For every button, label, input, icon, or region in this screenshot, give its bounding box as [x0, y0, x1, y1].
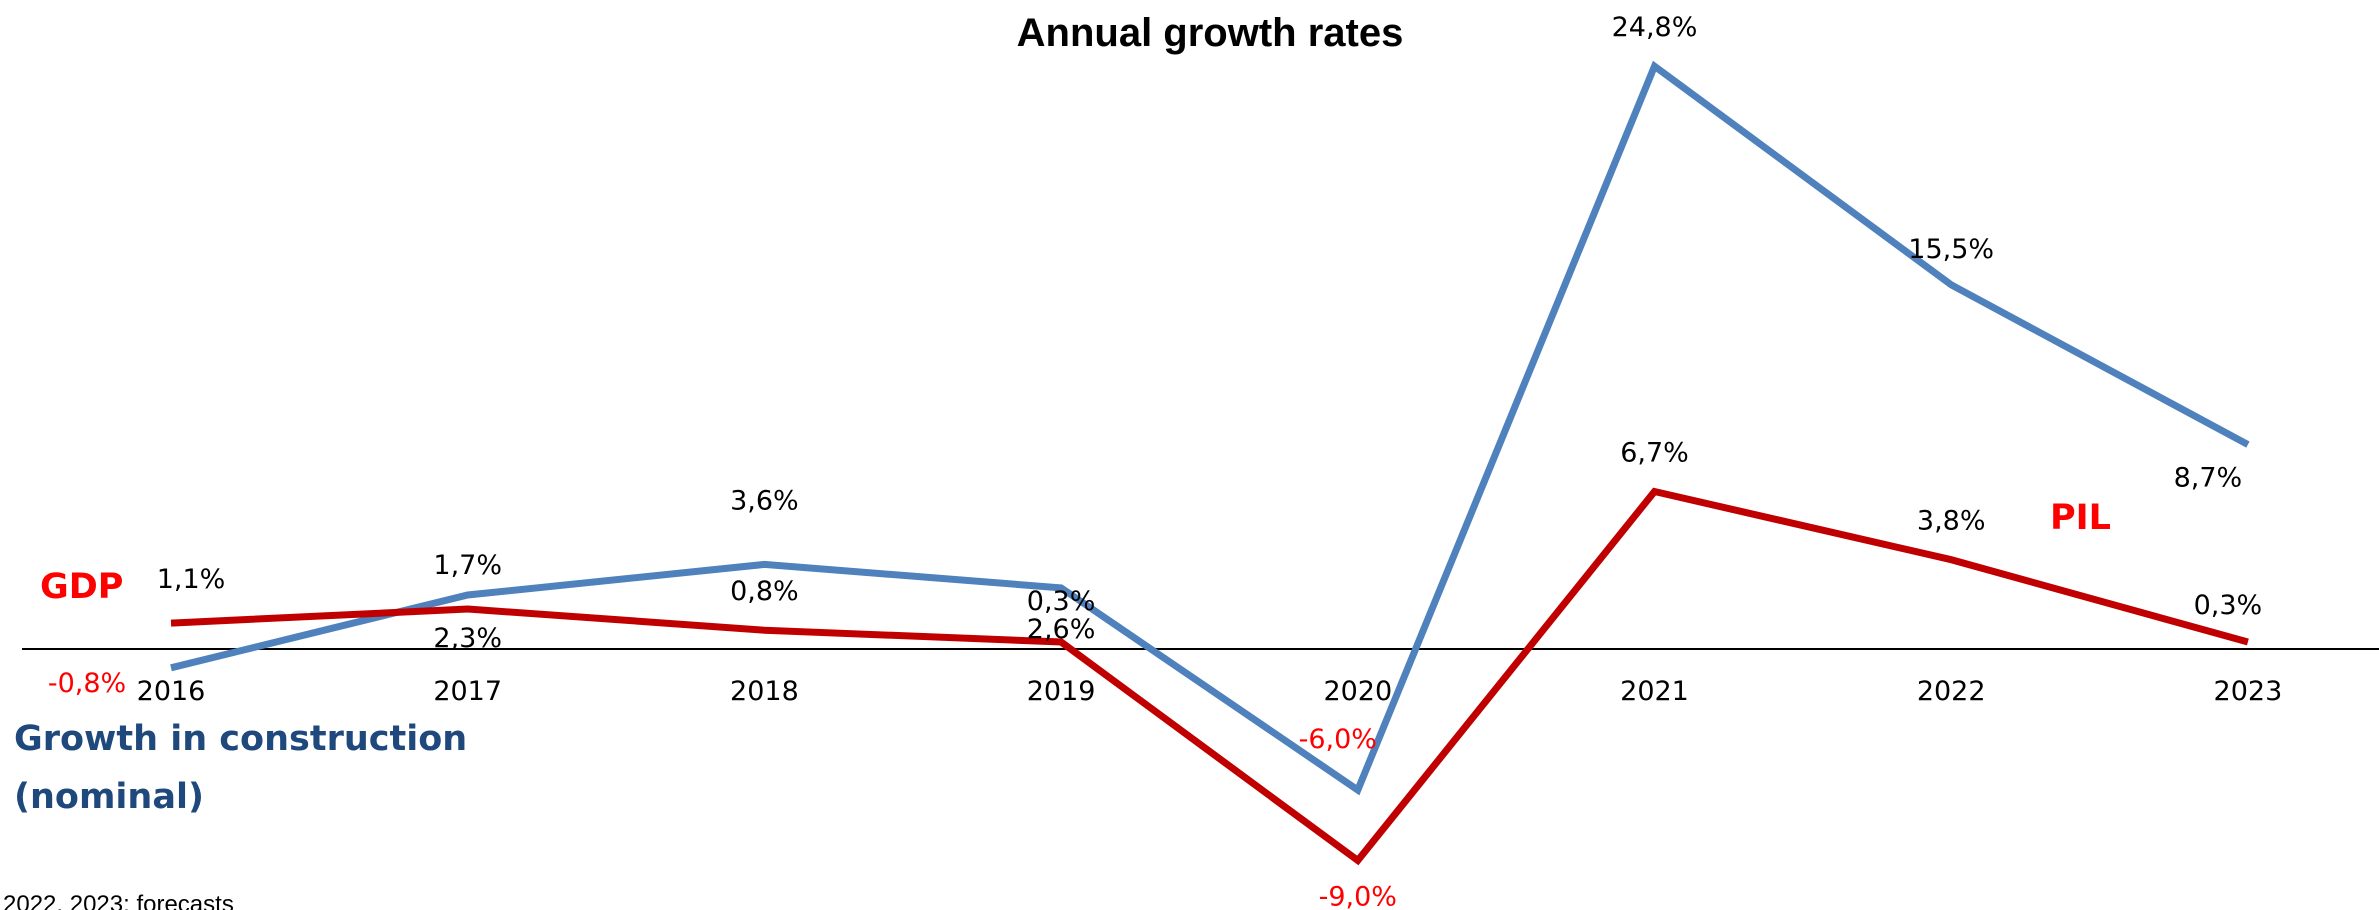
construction-data-label-2020: -6,0% — [1299, 724, 1377, 755]
gdp-data-label-2017: 1,7% — [433, 550, 502, 581]
construction-data-label-2018: 3,6% — [730, 485, 799, 516]
gdp-data-label-2019: 0,3% — [1027, 586, 1096, 617]
x-tick-label-2020: 2020 — [1323, 676, 1392, 707]
gdp-data-label-2023: 0,3% — [2194, 590, 2263, 621]
gdp-series-label: GDP — [40, 567, 123, 607]
series-lines — [170, 60, 2250, 866]
construction-data-label-2017: 2,3% — [433, 623, 502, 654]
gdp-series-line — [170, 487, 2249, 866]
forecast-footnote: 2022, 2023: forecasts — [3, 891, 234, 910]
data-labels: -0,8% 2,3% 3,6% 2,6% -6,0% 24,8% 15,5% 8,7% 1,1%… — [48, 12, 2262, 910]
construction-series-label-line2: (nominal) — [14, 777, 204, 817]
x-tick-label-2017: 2017 — [433, 676, 502, 707]
x-tick-label-2016: 2016 — [137, 676, 206, 707]
x-tick-label-2019: 2019 — [1027, 676, 1096, 707]
construction-data-label-2019: 2,6% — [1027, 614, 1096, 645]
gdp-data-label-2018: 0,8% — [730, 576, 799, 607]
x-tick-label-2023: 2023 — [2214, 676, 2283, 707]
gdp-data-label-2020: -9,0% — [1319, 882, 1397, 910]
gdp-data-label-2022: 3,8% — [1917, 506, 1986, 537]
x-tick-label-2018: 2018 — [730, 676, 799, 707]
construction-data-label-2016: -0,8% — [48, 668, 126, 699]
construction-data-label-2022: 15,5% — [1908, 234, 1994, 265]
construction-series-label-line1: Growth in construction — [14, 719, 467, 759]
gdp-data-label-2021: 6,7% — [1620, 438, 1689, 469]
x-axis-tick-labels: 2016 2017 2018 2019 2020 2021 2022 2023 — [137, 676, 2283, 707]
construction-data-label-2023: 8,7% — [2174, 463, 2243, 494]
construction-series-line — [170, 60, 2250, 796]
pil-series-label: PIL — [2050, 498, 2111, 538]
chart-title: Annual growth rates — [1017, 11, 1404, 55]
x-tick-label-2021: 2021 — [1620, 676, 1689, 707]
gdp-data-label-2016: 1,1% — [157, 564, 226, 595]
x-tick-label-2022: 2022 — [1917, 676, 1986, 707]
construction-data-label-2021: 24,8% — [1612, 12, 1698, 43]
